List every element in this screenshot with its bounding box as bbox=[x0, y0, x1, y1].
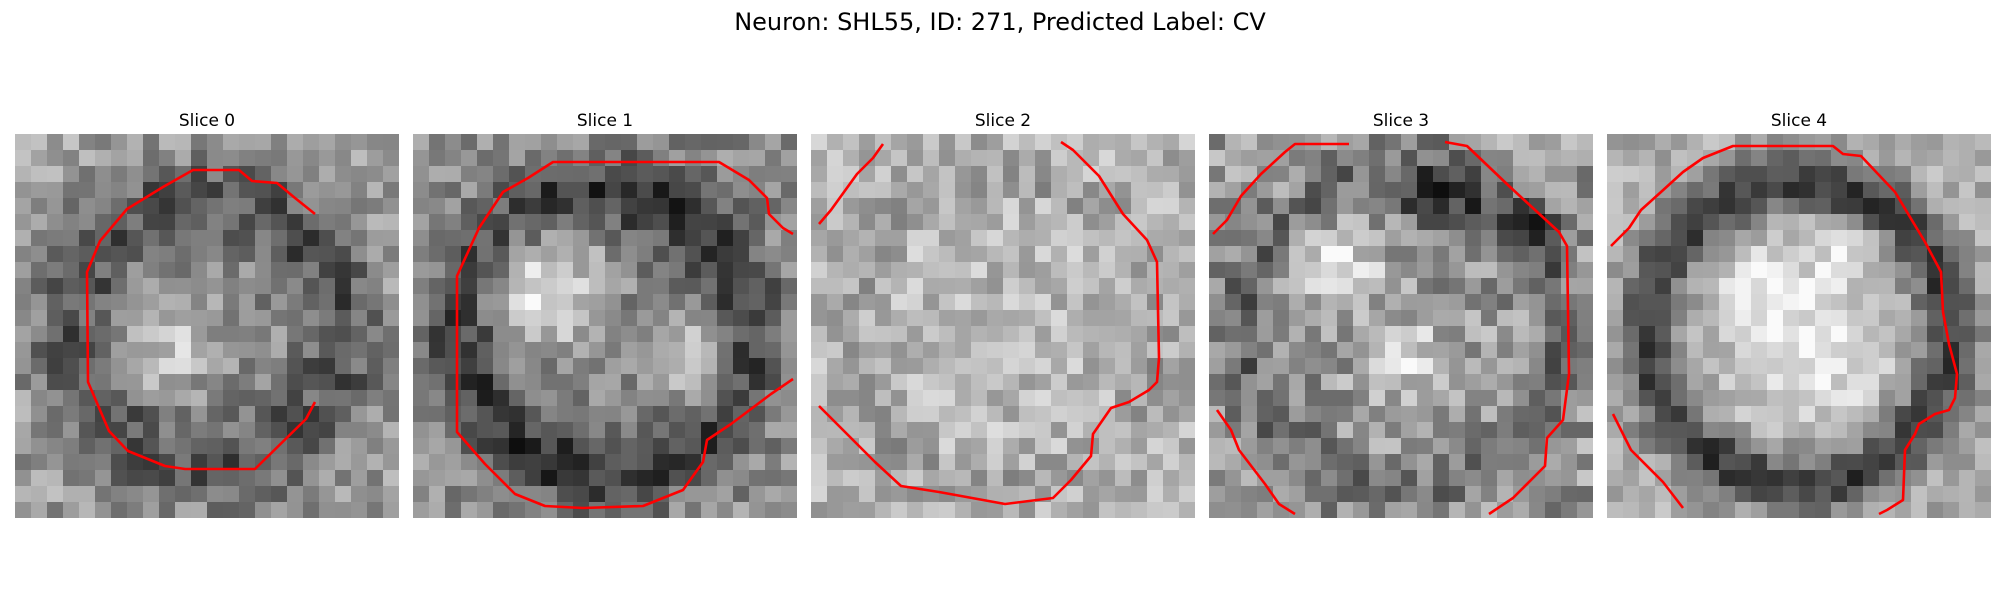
pixel-grid bbox=[1209, 134, 1593, 518]
pixel-grid bbox=[1607, 134, 1991, 518]
pixel-grid bbox=[811, 134, 1195, 518]
slice-title: Slice 0 bbox=[178, 111, 236, 131]
slice-panel-4: Slice 4 bbox=[1607, 110, 1991, 520]
slice-panel-3: Slice 3 bbox=[1209, 110, 1593, 520]
slice-image bbox=[811, 134, 1195, 518]
figure-title: Neuron: SHL55, ID: 271, Predicted Label:… bbox=[734, 8, 1266, 36]
contour-line bbox=[455, 160, 794, 510]
slice-title: Slice 3 bbox=[1372, 111, 1430, 131]
contour-line bbox=[1444, 140, 1571, 516]
slice-title: Slice 4 bbox=[1770, 111, 1828, 131]
contour-line bbox=[1610, 144, 1959, 516]
pixel-grid bbox=[15, 134, 399, 518]
contour-line bbox=[1212, 142, 1349, 235]
contour-line bbox=[1611, 413, 1685, 509]
slice-title: Slice 2 bbox=[974, 111, 1032, 131]
contour-line bbox=[1215, 409, 1296, 516]
slice-panel-0: Slice 0 bbox=[15, 110, 399, 520]
slice-image bbox=[1209, 134, 1593, 518]
slice-panel-1: Slice 1 bbox=[413, 110, 797, 520]
contour-line bbox=[85, 168, 317, 471]
slice-title: Slice 1 bbox=[576, 111, 634, 131]
slice-image bbox=[15, 134, 399, 518]
slice-panel-2: Slice 2 bbox=[811, 110, 1195, 520]
slice-image bbox=[413, 134, 797, 518]
contour-line bbox=[818, 140, 1161, 506]
pixel-grid bbox=[413, 134, 797, 518]
slice-image bbox=[1607, 134, 1991, 518]
contour-line bbox=[818, 143, 885, 225]
